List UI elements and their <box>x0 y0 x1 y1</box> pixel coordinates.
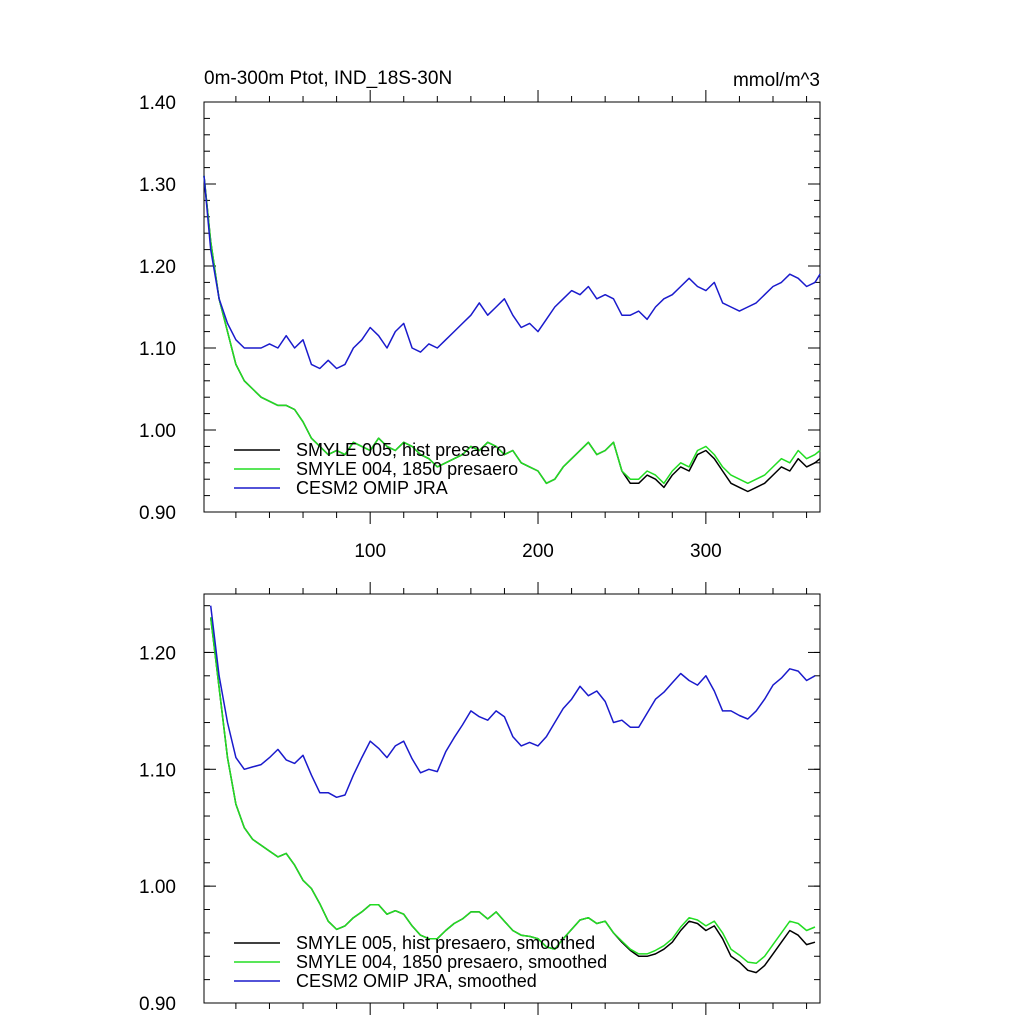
top-panel: 0m-300m Ptot, IND_18S-30N mmol/m^3 0.90 1… <box>139 68 821 562</box>
bottom-series-line-2 <box>209 617 816 965</box>
top-series-line-3 <box>203 175 821 370</box>
top-chart-title: 0m-300m Ptot, IND_18S-30N <box>204 68 452 89</box>
bottom-series-line-3 <box>209 605 816 799</box>
top-legend-label-3: CESM2 OMIP JRA <box>296 478 448 498</box>
top-y-tick-label: 0.90 <box>139 503 176 524</box>
top-y-tick-label: 1.40 <box>139 93 176 114</box>
top-plot-frame <box>203 101 821 513</box>
top-x-tick-label: 200 <box>522 541 554 562</box>
bottom-y-tick-label: 1.10 <box>139 760 176 781</box>
top-x-tick-label: 300 <box>690 541 722 562</box>
bottom-legend-label-3: CESM2 OMIP JRA, smoothed <box>296 971 537 991</box>
top-legend-label-2: SMYLE 004, 1850 presaero <box>296 459 518 479</box>
bottom-legend-label-1: SMYLE 005, hist presaero, smoothed <box>296 933 595 953</box>
units-label: mmol/m^3 <box>733 70 820 91</box>
bottom-panel: 0.90 1.00 1.10 1.20 SMYLE 005, hist presaero… <box>139 582 821 1015</box>
top-y-tick-label: 1.20 <box>139 257 176 278</box>
top-y-tick-label: 1.10 <box>139 339 176 360</box>
bottom-y-tick-label: 0.90 <box>139 994 176 1015</box>
bottom-y-tick-label: 1.20 <box>139 643 176 664</box>
top-y-tick-label: 1.30 <box>139 175 176 196</box>
bottom-plot-frame <box>203 593 821 1004</box>
top-legend-label-1: SMYLE 005, hist presaero <box>296 440 506 460</box>
bottom-legend-label-2: SMYLE 004, 1850 presaero, smoothed <box>296 952 607 972</box>
top-x-tick-label: 100 <box>354 541 386 562</box>
bottom-series-line-1 <box>209 617 816 974</box>
bottom-y-tick-label: 1.00 <box>139 877 176 898</box>
top-y-tick-label: 1.00 <box>139 421 176 442</box>
top-series-line-2 <box>203 175 821 485</box>
